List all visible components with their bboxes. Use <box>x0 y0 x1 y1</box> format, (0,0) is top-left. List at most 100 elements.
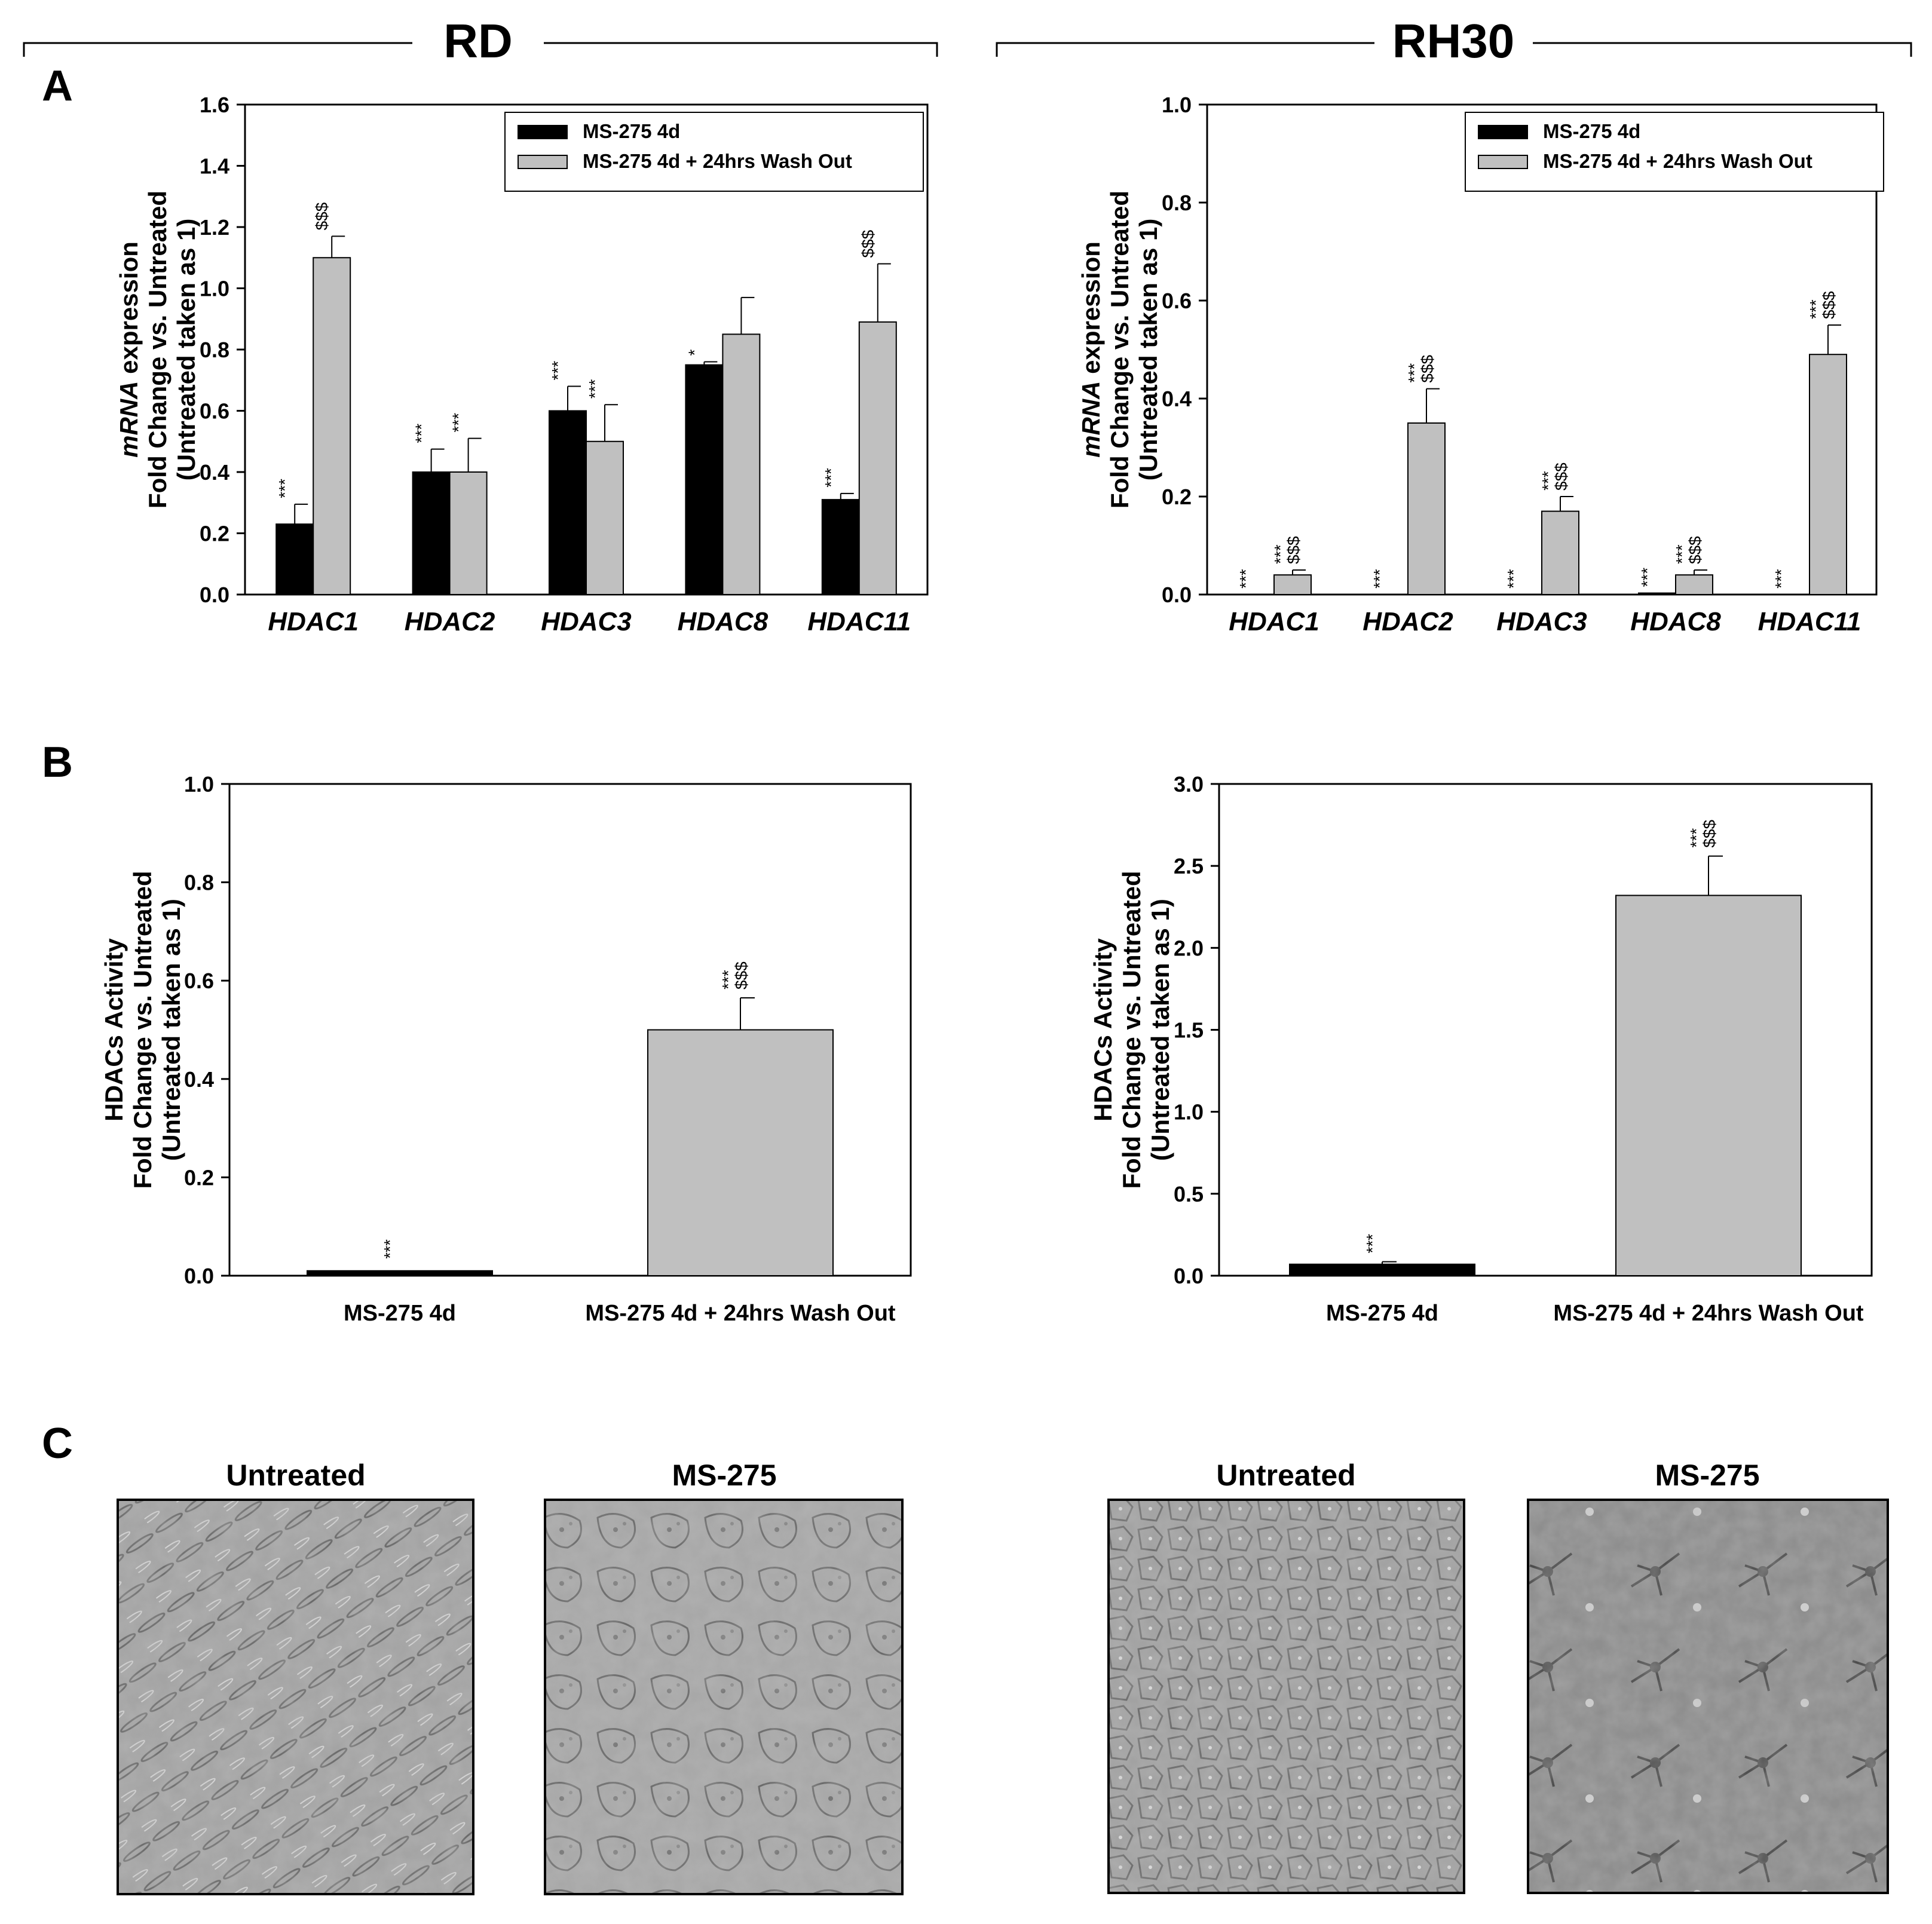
micrograph-rh30-untreated: Untreated <box>1107 1459 1465 1894</box>
x-category-label: HDAC11 <box>807 607 911 636</box>
significance-label: $$$ <box>1552 462 1570 491</box>
y-tick-label: 0.0 <box>200 583 229 607</box>
x-category-label: HDAC3 <box>1496 607 1587 636</box>
significance-label: *** <box>1807 299 1825 319</box>
bar <box>307 1270 493 1277</box>
bar <box>1541 510 1579 595</box>
chart-a-rd: 0.0 0.2 0.4 0.6 0.8 1.0 1.2 1.4 1.6 mRNA expressi… <box>115 93 929 636</box>
bar <box>821 499 860 595</box>
y-tick-label: 0.0 <box>184 1264 214 1288</box>
legend-label: MS-275 4d + 24hrs Wash Out <box>1543 150 1812 172</box>
legend-box <box>1465 112 1884 192</box>
y-axis-label-line: (Untreated taken as 1) <box>1134 219 1162 481</box>
legend-swatch <box>1478 125 1528 139</box>
legend-swatch <box>518 155 568 169</box>
bar <box>685 364 724 595</box>
legend-swatch <box>518 125 568 139</box>
x-category-label: HDAC2 <box>405 607 495 636</box>
significance-label: *** <box>275 479 294 498</box>
y-tick-label: 3.0 <box>1174 772 1204 796</box>
significance-label: *** <box>412 424 431 443</box>
y-tick-label: 2.0 <box>1174 936 1204 960</box>
y-axis-label: mRNA expressionFold Change vs. Untreated… <box>1077 191 1162 508</box>
significance-label: $$$ <box>1284 536 1303 564</box>
y-tick-label: 0.2 <box>184 1165 214 1190</box>
significance-label: *** <box>1638 568 1657 587</box>
significance-label: *** <box>1772 569 1790 589</box>
y-tick-label: 0.4 <box>1162 387 1192 411</box>
rd-header: RD <box>23 14 938 68</box>
bar <box>1809 354 1847 595</box>
significance-label: *** <box>381 1239 399 1259</box>
significance-label: $$$ <box>1700 820 1719 848</box>
y-axis-label-line: (Untreated taken as 1) <box>157 899 185 1161</box>
significance-label: $$$ <box>1418 354 1437 382</box>
y-tick-label: 0.8 <box>184 871 214 895</box>
x-category-label: HDAC3 <box>541 607 632 636</box>
y-tick-label: 0.4 <box>184 1067 214 1092</box>
y-tick-label: 0.0 <box>1174 1264 1204 1288</box>
y-tick-label: 1.0 <box>200 277 229 301</box>
legend: MS-275 4d MS-275 4d + 24hrs Wash Out <box>1465 112 1884 192</box>
x-category-label: HDAC1 <box>268 607 359 636</box>
x-category-label: HDAC2 <box>1362 607 1453 636</box>
y-axis-label: HDACs ActivityFold Change vs. Untreated(… <box>100 871 185 1188</box>
x-category-label: MS-275 4d <box>344 1301 456 1326</box>
x-category-label: HDAC8 <box>1630 607 1721 636</box>
micrograph-label: Untreated <box>226 1459 365 1492</box>
y-axis-label-rest: expression <box>115 241 143 381</box>
bar <box>1638 592 1676 595</box>
rh30-header: RH30 <box>996 14 1912 68</box>
y-tick-label: 0.0 <box>1162 583 1192 607</box>
significance-label: *** <box>549 361 567 381</box>
significance-label: $$$ <box>732 961 751 989</box>
significance-label: *** <box>1363 1234 1382 1254</box>
bar <box>275 523 314 595</box>
bar <box>858 321 897 595</box>
y-axis-label-italic: mRNA <box>1077 381 1105 458</box>
bar <box>1273 574 1312 596</box>
y-axis-label-line: mRNA expression <box>115 241 143 458</box>
bar <box>549 410 587 595</box>
rd-header-label: RD <box>443 14 513 68</box>
x-category-label: MS-275 4d <box>1326 1301 1438 1326</box>
significance-label: *** <box>822 468 840 488</box>
y-axis-label-line: HDACs Activity <box>1089 938 1117 1122</box>
significance-label: *** <box>1673 544 1691 564</box>
bar <box>1615 894 1802 1276</box>
y-axis-label-line: Fold Change vs. Untreated <box>1106 191 1134 508</box>
y-tick-label: 0.8 <box>200 338 229 362</box>
significance-label: *** <box>1687 828 1706 848</box>
micrograph-rd-ms275: MS-275 <box>544 1459 904 1895</box>
y-tick-label: 0.4 <box>200 460 229 485</box>
rh30-header-label: RH30 <box>1392 14 1515 68</box>
y-tick-label: 1.4 <box>200 154 229 179</box>
significance-label: *** <box>719 970 737 989</box>
significance-label: $$$ <box>1820 291 1838 319</box>
legend-label: MS-275 4d <box>583 120 680 142</box>
x-category-label: HDAC8 <box>678 607 768 636</box>
legend-label: MS-275 4d <box>1543 120 1640 142</box>
y-axis-label: mRNA expressionFold Change vs. Untreated… <box>115 191 200 508</box>
y-tick-label: 1.0 <box>184 772 214 796</box>
legend: MS-275 4d MS-275 4d + 24hrs Wash Out <box>504 112 924 192</box>
significance-label: *** <box>1370 569 1389 589</box>
x-category-label: HDAC11 <box>1758 607 1861 636</box>
y-tick-label: 1.0 <box>1174 1100 1204 1125</box>
y-axis-label-rest: expression <box>1077 241 1105 381</box>
micrograph-rd-untreated: Untreated <box>117 1459 474 1895</box>
y-axis-label-line: Fold Change vs. Untreated <box>1117 871 1146 1188</box>
y-tick-label: 1.5 <box>1174 1018 1204 1043</box>
significance-label: $$$ <box>1686 536 1704 564</box>
bar <box>1407 422 1446 595</box>
y-tick-label: 1.6 <box>200 93 229 117</box>
bar <box>412 471 451 595</box>
significance-label: * <box>685 350 703 356</box>
panel-letter-a: A <box>42 62 73 110</box>
y-tick-label: 1.2 <box>200 215 229 240</box>
y-tick-label: 1.0 <box>1162 93 1192 117</box>
y-axis-label-line: HDACs Activity <box>100 938 128 1122</box>
significance-label: *** <box>449 413 468 433</box>
y-tick-label: 0.5 <box>1174 1182 1204 1206</box>
